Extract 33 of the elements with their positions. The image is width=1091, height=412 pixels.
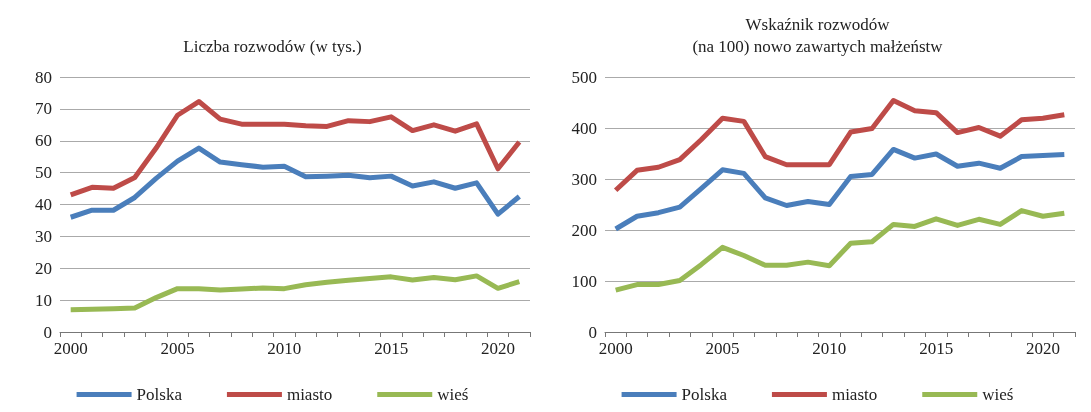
x-tick-label: 2000	[53, 339, 88, 358]
legend-label: wieś	[437, 385, 469, 404]
legend-label: Polska	[681, 385, 728, 404]
y-tick-label: 10	[35, 290, 52, 310]
y-tick-label: 30	[35, 226, 52, 246]
legend-label: miasto	[286, 385, 333, 404]
x-tick-label: 2015	[374, 339, 409, 358]
y-tick-label: 20	[35, 258, 52, 278]
y-tick-label: 100	[571, 271, 597, 291]
x-tick-label: 2005	[160, 339, 195, 358]
y-tick-label: 500	[571, 67, 597, 87]
y-tick-label: 80	[35, 67, 52, 87]
y-tick-label: 400	[571, 118, 597, 138]
legend-label: wieś	[982, 385, 1014, 404]
x-tick-label: 2020	[480, 339, 515, 358]
x-tick-label: 2020	[1025, 339, 1060, 358]
y-tick-label: 200	[571, 220, 597, 240]
y-tick-label: 300	[571, 169, 597, 189]
x-tick-label: 2000	[598, 339, 633, 358]
y-tick-label: 60	[35, 131, 52, 151]
legend-label: miasto	[831, 385, 878, 404]
x-tick-label: 2010	[812, 339, 847, 358]
y-tick-label: 40	[35, 195, 52, 214]
y-tick-label: 70	[35, 99, 52, 119]
y-tick-label: 50	[35, 163, 52, 183]
x-tick-label: 2010	[267, 339, 302, 358]
y-tick-label: 0	[588, 322, 597, 342]
legend-label: Polska	[136, 385, 183, 404]
chart-title: Liczba rozwodów (w tys.)	[183, 36, 362, 56]
x-tick-label: 2005	[705, 339, 740, 358]
x-tick-label: 2015	[919, 339, 954, 358]
y-tick-label: 0	[43, 322, 52, 342]
chart-title: Wskaźnik rozwodów (na 100) nowo zawartych małżeństw	[692, 14, 944, 56]
